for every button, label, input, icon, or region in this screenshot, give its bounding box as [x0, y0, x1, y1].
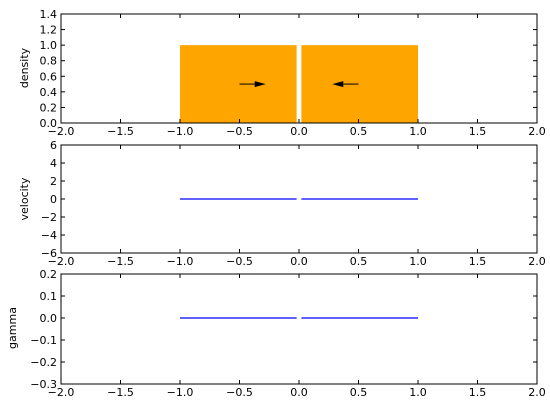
density-ytick-label-6: 1.2: [40, 24, 58, 37]
density-ytick-label-0: 0.0: [40, 117, 58, 130]
gamma-ytick-label-0: −0.3: [30, 378, 57, 391]
gamma-ytick-label-3: 0.0: [40, 312, 58, 325]
velocity-xtick-label-6: 1.0: [409, 255, 427, 268]
density-panel: density −2.0 −1.5 −1.0 −0.5 0.0 0.5 1.0 1.5 2.0 0…: [18, 8, 546, 138]
gamma-xtick-label-4: 0.0: [290, 386, 308, 399]
gamma-ylabel: gamma: [6, 307, 19, 349]
density-xtick-label-8: 2.0: [528, 125, 546, 138]
velocity-ytick-label-4: 2: [50, 175, 57, 188]
velocity-xtick-label-2: −1.0: [167, 255, 194, 268]
gamma-xtick-label-7: 1.5: [469, 386, 487, 399]
density-xtick-label-0: −2.0: [48, 125, 75, 138]
velocity-ytick-label-2: −2: [41, 211, 57, 224]
gamma-xtick-label-2: −1.0: [167, 386, 194, 399]
density-ytick-label-1: 0.2: [40, 101, 58, 114]
gamma-xtick-label-6: 1.0: [409, 386, 427, 399]
velocity-xtick-label-8: 2.0: [528, 255, 546, 268]
velocity-xtick-label-7: 1.5: [469, 255, 487, 268]
velocity-ytick-label-3: 0: [50, 193, 57, 206]
velocity-ytick-label-0: −6: [41, 247, 57, 260]
gamma-xtick-label-3: −0.5: [226, 386, 253, 399]
velocity-xtick-label-4: 0.0: [290, 255, 308, 268]
gamma-ytick-label-2: −0.1: [30, 334, 57, 347]
gamma-xtick-label-5: 0.5: [350, 386, 368, 399]
velocity-xtick-label-1: −1.5: [107, 255, 134, 268]
density-ylabel: density: [18, 47, 31, 88]
velocity-xtick-label-5: 0.5: [350, 255, 368, 268]
density-xtick-label-7: 1.5: [469, 125, 487, 138]
density-xtick-label-1: −1.5: [107, 125, 134, 138]
gamma-panel: gamma −2.0 −1.5 −1.0 −0.5 0.0 0.5 1.0 1.5 2.0 −0.…: [6, 268, 546, 399]
density-xtick-label-3: −0.5: [226, 125, 253, 138]
gamma-xtick-label-0: −2.0: [48, 386, 75, 399]
velocity-ylabel: velocity: [18, 177, 31, 220]
gamma-ytick-label-5: 0.2: [40, 268, 58, 281]
density-arrow-head-0: [254, 81, 266, 88]
density-arrow-1: [332, 81, 359, 88]
density-ytick-label-5: 1.0: [40, 39, 58, 52]
gamma-frame: [60, 273, 538, 385]
gamma-ytick-label-1: −0.2: [30, 356, 57, 369]
density-arrow-0: [239, 81, 266, 88]
velocity-panel: velocity −2.0 −1.5 −1.0 −0.5 0.0 0.5 1.0 1.5 2.0…: [18, 139, 546, 268]
density-xtick-label-6: 1.0: [409, 125, 427, 138]
velocity-ytick-label-1: −4: [41, 229, 57, 242]
velocity-ytick-label-5: 4: [50, 157, 57, 170]
velocity-frame: [60, 144, 538, 254]
gamma-xtick-label-8: 2.0: [528, 386, 546, 399]
velocity-xtick-label-3: −0.5: [226, 255, 253, 268]
velocity-xtick-label-0: −2.0: [48, 255, 75, 268]
density-frame: [60, 13, 538, 124]
density-arrow-head-1: [332, 81, 344, 88]
gamma-ytick-label-4: 0.1: [40, 290, 58, 303]
density-bar-0: [180, 45, 297, 124]
density-ytick-label-4: 0.8: [40, 55, 58, 68]
velocity-ytick-label-6: 6: [50, 139, 57, 152]
density-xtick-label-2: −1.0: [167, 125, 194, 138]
gamma-xtick-label-1: −1.5: [107, 386, 134, 399]
density-xtick-label-4: 0.0: [290, 125, 308, 138]
density-ytick-label-7: 1.4: [40, 8, 58, 21]
density-bar-1: [301, 45, 418, 124]
density-ytick-label-2: 0.4: [40, 86, 58, 99]
density-ytick-label-3: 0.6: [40, 70, 58, 83]
density-xtick-label-5: 0.5: [350, 125, 368, 138]
